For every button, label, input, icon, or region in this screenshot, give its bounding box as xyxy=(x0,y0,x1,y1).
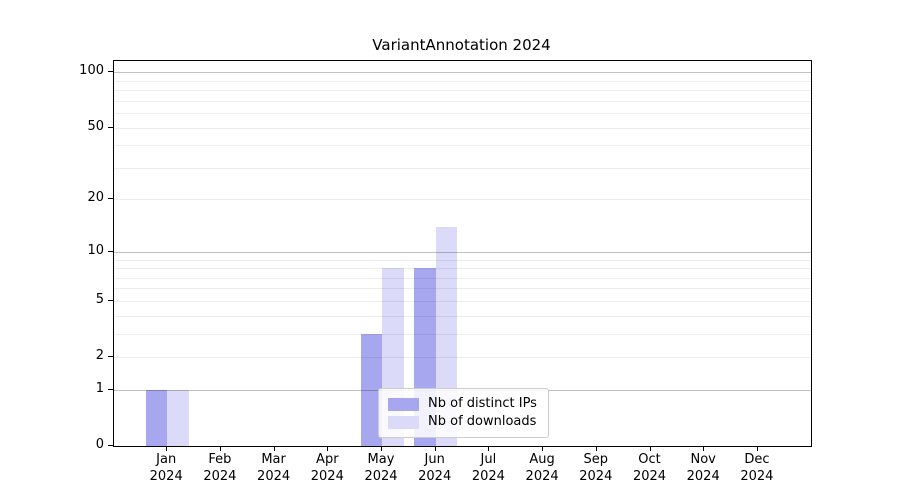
bar-distinct-ips-Jan xyxy=(145,389,168,446)
gridline-minor-60 xyxy=(114,113,811,115)
y-tick-label-2: 2 xyxy=(95,348,104,363)
x-tick-mark-Jun xyxy=(434,446,436,451)
x-tick-label-Jun: Jun 2024 xyxy=(418,452,452,484)
gridline-minor-20 xyxy=(114,199,811,201)
x-tick-label-Sep: Sep 2024 xyxy=(579,452,613,484)
chart-title: VariantAnnotation 2024 xyxy=(372,36,551,54)
y-tick-mark-0 xyxy=(108,445,113,446)
gridline-minor-8 xyxy=(114,268,811,269)
gridline-minor-4 xyxy=(114,315,811,317)
y-tick-label-1: 1 xyxy=(95,380,104,396)
x-tick-label-May: May 2024 xyxy=(364,452,398,484)
y-tick-label-50: 50 xyxy=(87,118,104,134)
y-tick-mark-50 xyxy=(108,126,113,128)
x-tick-label-Dec: Dec 2024 xyxy=(740,452,774,484)
x-tick-mark-Sep xyxy=(595,446,597,451)
bar-distinct-ips-May xyxy=(360,333,382,446)
x-tick-label-Jan: Jan 2024 xyxy=(149,452,183,484)
x-tick-mark-May xyxy=(381,446,382,451)
x-tick-label-Aug: Aug 2024 xyxy=(525,452,559,484)
gridline-minor-5 xyxy=(114,300,811,302)
gridline-minor-7 xyxy=(114,277,811,279)
y-tick-mark-5 xyxy=(108,299,113,301)
x-tick-mark-Nov xyxy=(703,446,705,451)
y-tick-label-100: 100 xyxy=(79,63,104,79)
y-tick-label-0: 0 xyxy=(95,437,104,452)
x-tick-label-Jul: Jul 2024 xyxy=(471,452,505,484)
y-tick-mark-10 xyxy=(108,250,113,252)
y-tick-mark-1 xyxy=(108,388,113,390)
gridline-minor-2 xyxy=(114,357,811,358)
gridline-minor-70 xyxy=(114,100,811,102)
gridline-minor-90 xyxy=(114,80,811,82)
gridline-major-10 xyxy=(114,251,811,253)
gridline-minor-50 xyxy=(114,127,811,129)
gridline-major-100 xyxy=(114,72,811,74)
y-tick-mark-20 xyxy=(108,198,113,200)
x-tick-mark-Mar xyxy=(273,446,275,451)
y-tick-label-5: 5 xyxy=(95,291,104,307)
legend-swatch-downloads xyxy=(388,415,419,429)
legend-swatch-distinct-ips xyxy=(388,397,419,411)
x-tick-mark-Apr xyxy=(327,446,329,451)
bar-downloads-Jan xyxy=(167,389,189,446)
x-tick-label-Feb: Feb 2024 xyxy=(203,452,237,484)
gridline-minor-30 xyxy=(114,167,811,169)
y-tick-mark-100 xyxy=(108,71,113,73)
x-tick-label-Mar: Mar 2024 xyxy=(257,452,291,484)
x-tick-mark-Jan xyxy=(166,446,168,451)
gridline-minor-9 xyxy=(114,259,811,261)
gridline-minor-3 xyxy=(114,333,811,335)
legend-entry-distinct-ips: Nb of distinct IPs xyxy=(388,395,537,413)
legend: Nb of distinct IPs Nb of downloads xyxy=(378,388,549,438)
x-tick-mark-Feb xyxy=(219,446,221,451)
x-tick-mark-Jul xyxy=(488,446,490,451)
y-tick-label-10: 10 xyxy=(87,242,104,258)
x-tick-mark-Dec xyxy=(756,446,758,451)
gridline-minor-6 xyxy=(114,288,811,290)
y-tick-label-20: 20 xyxy=(87,190,104,206)
gridline-minor-80 xyxy=(114,90,811,92)
gridline-minor-40 xyxy=(114,145,811,147)
x-tick-mark-Aug xyxy=(542,446,544,451)
y-tick-mark-2 xyxy=(108,356,113,357)
x-tick-label-Apr: Apr 2024 xyxy=(310,452,344,484)
x-tick-label-Nov: Nov 2024 xyxy=(686,452,720,484)
x-tick-mark-Oct xyxy=(649,446,651,451)
legend-label-downloads: Nb of downloads xyxy=(428,414,537,429)
legend-label-distinct-ips: Nb of distinct IPs xyxy=(428,396,537,411)
legend-entry-downloads: Nb of downloads xyxy=(388,413,537,431)
x-tick-label-Oct: Oct 2024 xyxy=(632,452,667,484)
